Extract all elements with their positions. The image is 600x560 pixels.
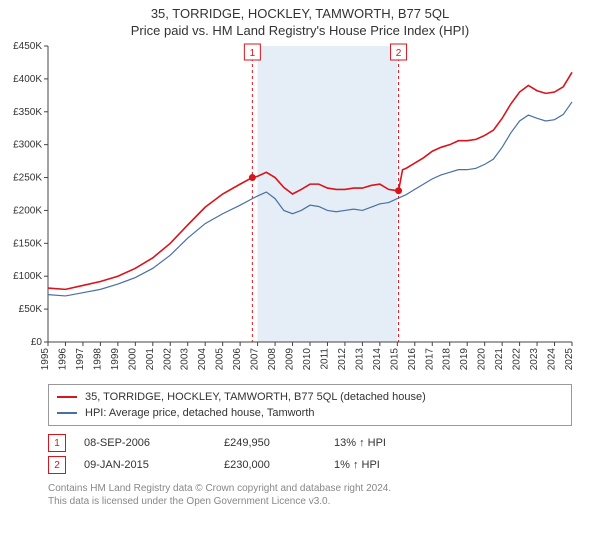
transaction-date: 08-SEP-2006 (84, 437, 224, 449)
line-chart-svg: £0 £50K £100K £150K £200K £250K £300K £350K £400… (0, 38, 600, 378)
svg-text:£200K: £200K (13, 205, 42, 216)
svg-text:2010: 2010 (302, 348, 313, 371)
svg-text:£450K: £450K (13, 41, 42, 52)
svg-text:£150K: £150K (13, 238, 42, 249)
transaction-badge: 1 (48, 434, 66, 452)
transaction-row: 2 09-JAN-2015 £230,000 1% ↑ HPI (48, 454, 572, 476)
transactions-table: 1 08-SEP-2006 £249,950 13% ↑ HPI 2 09-JA… (48, 432, 572, 476)
svg-text:2021: 2021 (494, 348, 505, 371)
svg-text:2012: 2012 (337, 348, 348, 371)
svg-text:£100K: £100K (13, 271, 42, 282)
transaction-price: £230,000 (224, 459, 334, 471)
svg-text:2001: 2001 (145, 348, 156, 371)
legend-swatch (57, 412, 77, 414)
transaction-date: 09-JAN-2015 (84, 459, 224, 471)
svg-text:2007: 2007 (250, 348, 261, 371)
legend-label: 35, TORRIDGE, HOCKLEY, TAMWORTH, B77 5QL… (85, 391, 426, 403)
svg-text:2009: 2009 (285, 348, 296, 371)
footer-line: This data is licensed under the Open Gov… (48, 495, 572, 508)
svg-text:2020: 2020 (477, 348, 488, 371)
svg-text:2022: 2022 (512, 348, 523, 371)
svg-text:2011: 2011 (319, 348, 330, 370)
svg-text:2004: 2004 (197, 348, 208, 371)
svg-text:2024: 2024 (547, 348, 558, 371)
chart-title-address: 35, TORRIDGE, HOCKLEY, TAMWORTH, B77 5QL (0, 6, 600, 21)
chart-area: £0 £50K £100K £150K £200K £250K £300K £350K £400… (0, 38, 600, 378)
footer-line: Contains HM Land Registry data © Crown c… (48, 482, 572, 495)
legend-item: HPI: Average price, detached house, Tamw… (57, 405, 563, 421)
legend-label: HPI: Average price, detached house, Tamw… (85, 407, 315, 419)
transaction-delta: 1% ↑ HPI (334, 459, 454, 471)
svg-text:£350K: £350K (13, 107, 42, 118)
svg-text:2: 2 (396, 48, 402, 59)
transaction-delta: 13% ↑ HPI (334, 437, 454, 449)
svg-text:2000: 2000 (127, 348, 138, 371)
svg-text:1999: 1999 (110, 348, 121, 371)
svg-text:£0: £0 (31, 337, 43, 348)
svg-text:1997: 1997 (75, 348, 86, 371)
svg-text:1: 1 (250, 48, 256, 59)
svg-text:2002: 2002 (162, 348, 173, 371)
svg-text:2016: 2016 (407, 348, 418, 371)
chart-title-desc: Price paid vs. HM Land Registry's House … (0, 23, 600, 38)
svg-text:2005: 2005 (215, 348, 226, 371)
svg-text:£50K: £50K (19, 304, 43, 315)
svg-text:1998: 1998 (92, 348, 103, 371)
svg-text:2017: 2017 (424, 348, 435, 371)
svg-text:2015: 2015 (389, 348, 400, 371)
legend-item: 35, TORRIDGE, HOCKLEY, TAMWORTH, B77 5QL… (57, 389, 563, 405)
svg-text:£300K: £300K (13, 140, 42, 151)
license-footer: Contains HM Land Registry data © Crown c… (48, 482, 572, 508)
transaction-row: 1 08-SEP-2006 £249,950 13% ↑ HPI (48, 432, 572, 454)
legend: 35, TORRIDGE, HOCKLEY, TAMWORTH, B77 5QL… (48, 384, 572, 426)
svg-text:1995: 1995 (40, 348, 51, 371)
svg-text:2014: 2014 (372, 348, 383, 371)
svg-text:1996: 1996 (57, 348, 68, 371)
svg-text:2008: 2008 (267, 348, 278, 371)
svg-text:2003: 2003 (180, 348, 191, 371)
svg-text:2025: 2025 (564, 348, 575, 371)
svg-text:2006: 2006 (232, 348, 243, 371)
svg-text:2018: 2018 (442, 348, 453, 371)
svg-text:2013: 2013 (354, 348, 365, 371)
svg-text:2023: 2023 (529, 348, 540, 371)
svg-text:£400K: £400K (13, 74, 42, 85)
legend-swatch (57, 396, 77, 398)
transaction-badge: 2 (48, 456, 66, 474)
svg-text:2019: 2019 (459, 348, 470, 371)
svg-text:£250K: £250K (13, 173, 42, 184)
transaction-price: £249,950 (224, 437, 334, 449)
